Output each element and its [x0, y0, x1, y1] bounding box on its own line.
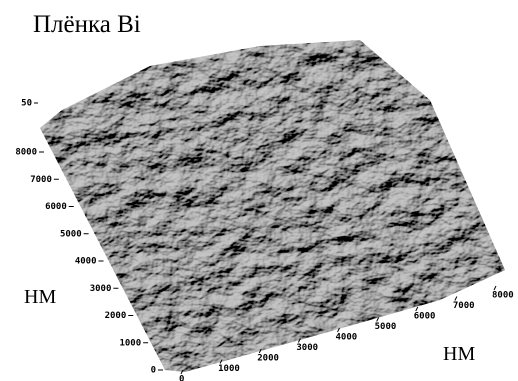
y-tick-label: 4000 — [75, 257, 97, 267]
y-tick-label: 1000 — [119, 338, 141, 348]
x-tick-label: 6000 — [414, 312, 436, 322]
x-tick-label: 5000 — [375, 322, 397, 332]
x-tick — [494, 286, 496, 290]
y-tick-label: 3000 — [90, 284, 112, 294]
x-tick-label: 8000 — [492, 291, 514, 301]
x-tick-label: 2000 — [257, 354, 279, 364]
y-tick-label: 2000 — [105, 311, 127, 321]
title: Плёнка Bi — [33, 11, 141, 38]
y-tick-label: 5000 — [60, 229, 82, 239]
x-tick — [416, 307, 418, 311]
y-tick-label: 6000 — [45, 202, 67, 212]
figure: Плёнка Bi НМ НМ 0 1000 2000 3000 4000 5000 600… — [0, 0, 518, 381]
y-tick-label: 8000 — [15, 148, 37, 158]
z-tick-label: 50 — [21, 99, 32, 109]
y-tick-label: 7000 — [30, 175, 52, 185]
y-axis-label: НМ — [24, 286, 56, 308]
x-tick-label: 4000 — [336, 333, 358, 343]
x-tick-label: 7000 — [453, 301, 475, 311]
x-tick-label: 0 — [179, 375, 184, 381]
x-tick-label: 1000 — [218, 364, 240, 374]
x-tick — [377, 318, 379, 322]
x-tick-label: 3000 — [296, 343, 318, 353]
x-axis-label: НМ — [443, 343, 475, 365]
surface-shade — [40, 40, 505, 372]
y-tick-label: 0 — [151, 366, 156, 376]
x-tick — [455, 297, 457, 301]
